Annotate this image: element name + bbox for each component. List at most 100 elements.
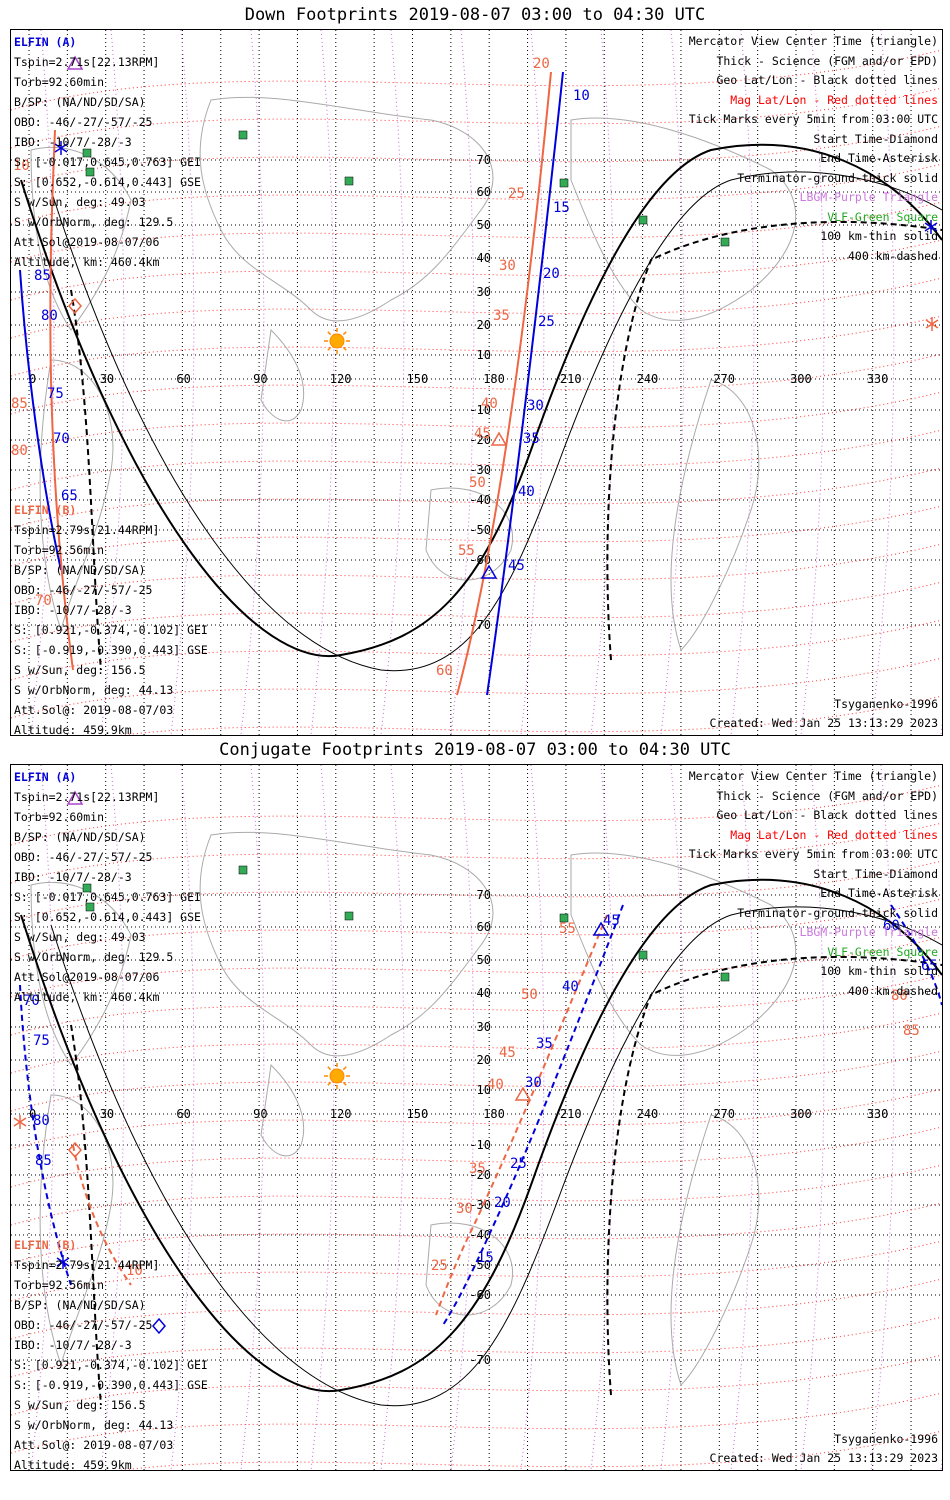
- terminator-400km: [70, 1024, 102, 1406]
- elfin-b-tick: 50: [521, 987, 538, 1003]
- lon-tick-label: 0: [29, 1107, 36, 1121]
- vlf-stations: [82, 130, 730, 247]
- elfin-a-track: [486, 71, 564, 696]
- mag-parallel: [11, 163, 942, 225]
- lat-tick-label: 70: [477, 888, 491, 902]
- lon-tick-label: 150: [407, 1107, 429, 1121]
- legend-item: 400 km-dashed: [847, 248, 938, 263]
- legend-item: LBGM-Purple Triangle: [799, 190, 938, 204]
- elfin-b-tick: 60: [436, 663, 453, 679]
- elfin-label: ELFIN (B): [14, 1238, 77, 1252]
- end-asterisk-a: [54, 141, 68, 155]
- elfin-info-line: IBO: -10/7/-28/-3: [14, 603, 132, 617]
- elfin-info-line: Altitude: 459.9km: [14, 1458, 132, 1471]
- sun-ray: [342, 1081, 347, 1086]
- elfin-b-track: [72, 1144, 132, 1286]
- mag-meridian: [940, 721, 942, 735]
- lat-tick-label: -50: [469, 523, 491, 537]
- mag-parallel: [11, 657, 942, 719]
- elfin-a-tick: 15: [553, 200, 570, 216]
- sun-icon: [324, 328, 350, 354]
- lat-tick-label: -10: [469, 1138, 491, 1152]
- elfin-info-line: Torb=92.56min: [14, 543, 105, 557]
- mag-parallel: [11, 1050, 942, 1112]
- elfin-b-tick: 25: [431, 1258, 448, 1274]
- coastline: [670, 379, 760, 651]
- elfin-a-tick: 75: [33, 1033, 50, 1049]
- legend-item: 100 km-thin solid: [820, 964, 938, 978]
- elfin-info-line: B/SP: (NA/ND/SD/SA): [14, 1298, 146, 1312]
- lon-tick-label: 120: [330, 1107, 352, 1121]
- tracks: 15 20 25 30 35 40 45 60 65 70 75 80 85 25 30 35 40 45 50 55…: [19, 904, 942, 1326]
- elfin-a-tick: 20: [494, 1195, 511, 1211]
- lon-ticks: 0306090120150180210240270300330360: [29, 372, 889, 386]
- map-canvas: 0306090120150180210240270300330360706050…: [11, 30, 942, 735]
- legend-item: End Time-Asterisk: [820, 151, 938, 165]
- legend-item: Thick - Science (FGM and/or EPD): [716, 788, 938, 803]
- elfin-info-line: S: [0.921,-0.374,-0.102] GEI: [14, 1358, 208, 1372]
- mag-parallel: [11, 1278, 942, 1340]
- mag-parallel: [11, 353, 942, 415]
- elfin-info-line: S w/OrbNorm, deg: 44.13: [14, 1418, 174, 1432]
- start-diamond-b: [68, 297, 82, 315]
- lon-tick-label: 150: [407, 372, 429, 386]
- elfin-info-line: Altitude: 459.9km: [14, 723, 132, 736]
- elfin-info-line: B/SP: (NA/ND/SD/SA): [14, 95, 146, 109]
- terminator: [20, 878, 942, 1407]
- legend-item: Tick Marks every 5min from 03:00 UTC: [688, 112, 938, 126]
- elfin-b-tick: 30: [499, 258, 516, 274]
- vlf-square: [720, 972, 730, 982]
- mag-grid: [11, 765, 942, 1470]
- mag-parallel: [11, 1088, 942, 1150]
- markers: [13, 790, 610, 1335]
- panel-down-footprints: 0306090120150180210240270300330360706050…: [10, 29, 943, 736]
- legend-item: Terminator-ground-thick solid: [737, 905, 938, 920]
- elfin-a-tick: 35: [523, 431, 540, 447]
- mag-parallel: [11, 315, 942, 377]
- vlf-square: [638, 950, 648, 960]
- mag-grid: [11, 30, 942, 735]
- elfin-a-tick: 85: [34, 268, 51, 284]
- elfin-a-track: [19, 984, 72, 1286]
- mag-parallel: [11, 429, 942, 491]
- mag-parallel: [11, 201, 942, 263]
- legend-item: Mag Lat/Lon - Red dotted lines: [730, 92, 938, 107]
- mag-parallel: [11, 822, 942, 884]
- vlf-square: [82, 148, 92, 158]
- elfin-info-line: OBO: -46/-27/-57/-25: [14, 583, 153, 597]
- geo-grid: [11, 765, 942, 1470]
- elfin-a-info: ELFIN (A) Tspin=2.71s[22.13RPM] Torb=92.60…: [14, 32, 201, 272]
- mag-parallel: [11, 1202, 942, 1264]
- sun-icon: [324, 1063, 350, 1089]
- vlf-square: [559, 913, 569, 923]
- mag-meridian: [660, 30, 685, 735]
- lon-tick-label: 330: [867, 372, 889, 386]
- end-asterisk-b: [925, 317, 939, 331]
- elfin-info-line: OBO: -46/-27/-57/-25: [14, 115, 153, 129]
- elfin-info-line: Att.Sol@2019-08-07/06: [14, 235, 160, 249]
- start-diamond-b: [68, 1141, 82, 1159]
- elfin-b-info: ELFIN (B) Tspin=2.79s[21.44RPM] Torb=92.56…: [14, 1235, 208, 1471]
- elfin-info-line: Tspin=2.79s[21.44RPM]: [14, 1258, 160, 1272]
- lon-tick-label: 90: [253, 372, 267, 386]
- lon-tick-label: 270: [713, 1107, 735, 1121]
- legend-item: VLF-Green Square: [827, 944, 938, 959]
- mag-parallel: [11, 1316, 942, 1378]
- elfin-info-line: IBO: -10/7/-28/-3: [14, 1338, 132, 1352]
- mag-parallel: [11, 1392, 942, 1454]
- lat-tick-label: 60: [477, 920, 491, 934]
- elfin-a-tick: 70: [23, 993, 40, 1009]
- coastline: [30, 146, 132, 331]
- lon-tick-label: 60: [176, 1107, 190, 1121]
- mag-meridian: [660, 765, 685, 1470]
- legend-item: Mercator View Center Time (triangle): [688, 34, 938, 48]
- legend-item: End Time-Asterisk: [820, 886, 938, 900]
- elfin-info-line: B/SP: (NA/ND/SD/SA): [14, 563, 146, 577]
- sun-ray: [327, 1081, 332, 1086]
- mag-parallel: [11, 1012, 942, 1074]
- elfin-b-tick: 80: [11, 443, 28, 459]
- lat-tick-label: -10: [469, 403, 491, 417]
- lon-tick-label: 180: [483, 372, 505, 386]
- elfin-b-tick: 80: [891, 988, 908, 1004]
- elfin-b-tick: 70: [35, 593, 52, 609]
